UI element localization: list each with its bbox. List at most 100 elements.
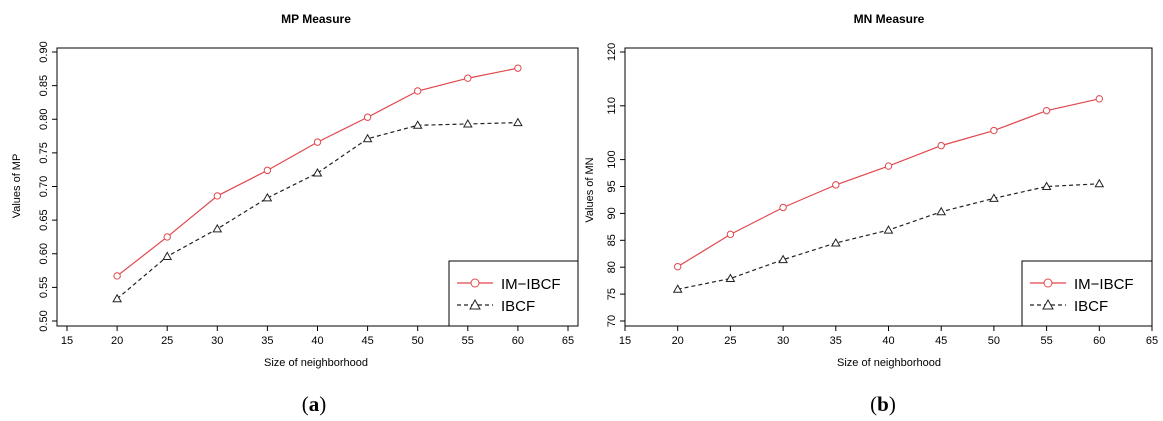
x-tick-label: 65: [562, 335, 574, 347]
series-line: [116, 122, 518, 300]
tick-group: 15 20 25 30 35 40 45 50 55 60 65 0.50 0.55 0.60 0.65 0.…: [38, 41, 574, 347]
data-point: [832, 181, 840, 189]
tick-group: 15 20 25 30 35 40 45 50 55 60 65 70 75 80 85 90 95 100 110…: [606, 43, 1158, 347]
y-tick-label: 0.75: [38, 142, 50, 163]
data-point: [412, 120, 423, 129]
y-axis-label: Values of MN: [584, 157, 596, 222]
x-tick-label: 25: [161, 335, 173, 347]
chart-title: MN Measure: [854, 12, 925, 26]
data-point: [1095, 95, 1104, 103]
data-point: [262, 192, 273, 202]
data-point: [363, 113, 372, 121]
data-point: [513, 117, 523, 127]
x-tick-label: 40: [311, 335, 323, 347]
x-tick-label: 60: [512, 335, 524, 347]
data-point: [990, 126, 998, 135]
legend-marker: [470, 278, 480, 288]
data-point: [936, 206, 947, 216]
caption-letter: b: [877, 392, 889, 416]
legend-marker: [1042, 298, 1054, 310]
caption-letter: a: [308, 392, 320, 416]
series-line: [677, 98, 1100, 268]
y-tick-label: 0.55: [38, 277, 50, 298]
x-tick-label: 15: [619, 335, 631, 347]
y-tick-label: 110: [606, 97, 618, 115]
x-tick-label: 45: [935, 335, 947, 347]
series-group: [672, 95, 1105, 293]
data-point: [883, 225, 894, 234]
chart-title: MP Measure: [281, 12, 351, 26]
caption-close: ): [888, 392, 896, 416]
x-tick-label: 30: [211, 335, 223, 347]
data-point: [213, 192, 222, 200]
y-tick-label: 0.80: [38, 109, 50, 130]
x-tick-label: 50: [988, 335, 1000, 347]
x-tick-label: 55: [1040, 335, 1052, 347]
data-point: [312, 168, 323, 177]
data-point: [726, 230, 735, 239]
data-point: [212, 223, 223, 233]
data-point: [163, 233, 171, 241]
panel-mn-measure: MN Measure Values of MN Size of neighbor…: [584, 12, 1158, 369]
legend-label: IM−IBCF: [501, 276, 561, 293]
x-tick-label: 15: [61, 335, 73, 347]
data-point: [313, 138, 322, 146]
series-group: [112, 64, 523, 303]
data-point: [162, 251, 173, 260]
data-point: [1041, 181, 1052, 190]
y-tick-label: 120: [606, 43, 618, 61]
y-tick-label: 0.65: [38, 209, 50, 230]
data-point: [113, 272, 121, 280]
data-point: [884, 162, 893, 170]
x-axis-label: Size of neighborhood: [264, 357, 368, 369]
legend: IM−IBCF IBCF: [448, 260, 579, 327]
y-tick-label: 75: [606, 288, 618, 300]
x-tick-label: 35: [261, 335, 273, 347]
data-point: [263, 166, 272, 175]
x-tick-label: 20: [672, 335, 684, 347]
x-tick-label: 35: [830, 335, 842, 347]
y-tick-label: 0.50: [38, 310, 50, 331]
caption-b: (b): [853, 392, 913, 417]
x-tick-label: 25: [724, 335, 736, 347]
legend: IM−IBCF IBCF: [1021, 260, 1153, 327]
legend-box: [448, 260, 579, 327]
legend-label: IM−IBCF: [1074, 276, 1134, 293]
caption-open: (: [870, 392, 878, 416]
y-axis-label: Values of MP: [11, 154, 23, 219]
caption-open: (: [301, 392, 309, 416]
data-point: [462, 118, 473, 128]
legend-marker: [1043, 278, 1053, 288]
y-tick-label: 70: [606, 315, 618, 327]
y-tick-label: 0.85: [38, 75, 50, 96]
y-tick-label: 0.90: [38, 41, 50, 62]
data-point: [362, 133, 373, 143]
x-tick-label: 40: [882, 335, 894, 347]
data-point: [1094, 178, 1105, 188]
y-tick-label: 90: [606, 207, 618, 219]
data-point: [778, 254, 788, 264]
legend-label: IBCF: [501, 298, 535, 315]
data-point: [672, 284, 683, 293]
x-tick-label: 55: [462, 335, 474, 347]
data-point: [989, 193, 999, 202]
data-point: [674, 262, 682, 271]
data-point: [464, 74, 472, 82]
data-point: [830, 237, 841, 247]
data-point: [725, 273, 736, 282]
y-tick-label: 80: [606, 261, 618, 273]
x-tick-label: 20: [111, 335, 123, 347]
legend-box: [1021, 260, 1153, 327]
data-point: [414, 87, 422, 95]
y-tick-label: 95: [606, 180, 618, 192]
y-tick-label: 0.60: [38, 243, 50, 264]
x-tick-label: 65: [1146, 335, 1158, 347]
data-point: [1042, 106, 1051, 115]
data-point: [779, 203, 787, 212]
y-tick-label: 85: [606, 234, 618, 246]
x-tick-label: 45: [361, 335, 373, 347]
legend-label: IBCF: [1074, 298, 1108, 315]
x-tick-label: 30: [777, 335, 789, 347]
y-tick-label: 0.70: [38, 176, 50, 197]
